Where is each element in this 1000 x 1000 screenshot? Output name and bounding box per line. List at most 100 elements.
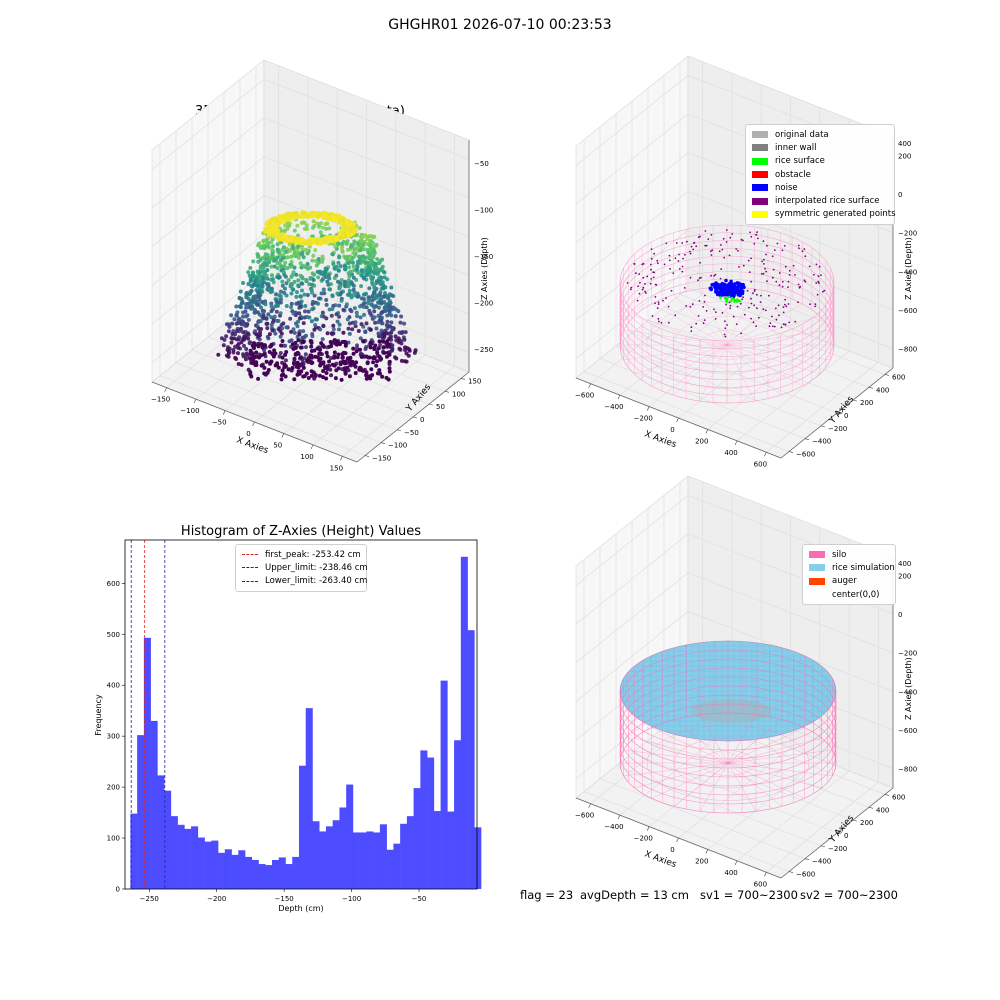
x-tick-label: 0 bbox=[670, 846, 674, 854]
legend-label: auger bbox=[832, 576, 857, 587]
y-tick bbox=[788, 871, 794, 873]
z-top-tick-label: 400 bbox=[898, 560, 911, 568]
data-point bbox=[267, 332, 272, 337]
data-point bbox=[245, 301, 250, 306]
data-point bbox=[378, 343, 383, 347]
data-point bbox=[355, 259, 360, 264]
data-point bbox=[403, 345, 407, 350]
data-point bbox=[364, 321, 369, 326]
data-point bbox=[362, 297, 367, 302]
grid-line bbox=[263, 117, 470, 199]
data-point bbox=[251, 259, 256, 264]
grid-line bbox=[263, 79, 470, 160]
status-sv2: sv2 = 700~2300 bbox=[800, 888, 898, 902]
data-point bbox=[308, 276, 313, 281]
data-point bbox=[383, 309, 388, 313]
data-point bbox=[281, 252, 286, 257]
data-point bbox=[349, 309, 354, 314]
data-point bbox=[305, 262, 310, 266]
data-point bbox=[269, 315, 274, 320]
data-point bbox=[289, 291, 294, 296]
grid-line bbox=[151, 233, 265, 325]
data-point bbox=[358, 315, 363, 320]
data-point bbox=[372, 291, 376, 295]
data-point bbox=[274, 300, 279, 305]
data-point bbox=[283, 260, 288, 265]
data-point bbox=[407, 348, 412, 353]
data-point bbox=[389, 285, 394, 290]
data-point bbox=[224, 334, 229, 339]
data-point bbox=[413, 348, 418, 353]
data-point bbox=[292, 228, 297, 233]
data-point bbox=[313, 248, 318, 253]
data-point bbox=[399, 314, 404, 319]
data-point bbox=[291, 270, 296, 275]
data-point bbox=[246, 317, 251, 322]
data-point bbox=[366, 234, 371, 239]
data-point bbox=[320, 259, 325, 264]
data-point bbox=[240, 300, 245, 305]
y-tick bbox=[868, 806, 874, 809]
data-point bbox=[357, 226, 362, 231]
data-point bbox=[307, 244, 312, 249]
data-point bbox=[248, 266, 253, 270]
data-point bbox=[314, 317, 319, 322]
data-point bbox=[287, 242, 292, 247]
data-point bbox=[244, 357, 248, 362]
x-tick bbox=[676, 837, 679, 843]
data-point bbox=[377, 292, 382, 297]
data-point bbox=[303, 304, 308, 308]
data-point bbox=[283, 358, 288, 363]
y-tick bbox=[884, 794, 890, 796]
data-point bbox=[264, 316, 269, 321]
data-point bbox=[256, 253, 261, 258]
data-point bbox=[351, 283, 356, 288]
data-point bbox=[300, 252, 305, 257]
legend-swatch bbox=[809, 591, 825, 598]
data-point bbox=[246, 282, 251, 286]
data-point bbox=[274, 309, 279, 314]
data-point bbox=[310, 225, 315, 230]
data-point bbox=[235, 321, 240, 326]
data-point bbox=[319, 234, 324, 238]
legend-label: silo bbox=[832, 549, 847, 560]
x-tick bbox=[764, 872, 767, 877]
x-tick bbox=[734, 860, 738, 865]
grid-line bbox=[342, 366, 455, 457]
data-point bbox=[350, 327, 355, 332]
data-point bbox=[345, 317, 350, 322]
data-point bbox=[226, 345, 230, 350]
data-point bbox=[352, 306, 357, 311]
data-point bbox=[281, 245, 286, 250]
x-tick bbox=[617, 815, 621, 820]
z-tick-label: −800 bbox=[898, 766, 917, 774]
data-point bbox=[327, 226, 332, 231]
data-point bbox=[264, 262, 269, 267]
data-point bbox=[286, 278, 291, 283]
grid-line bbox=[283, 343, 396, 434]
data-point bbox=[231, 348, 236, 352]
legend-entry: silo bbox=[809, 548, 889, 561]
data-point bbox=[353, 320, 358, 325]
data-point bbox=[331, 323, 336, 328]
data-point bbox=[338, 284, 343, 289]
data-point bbox=[345, 247, 350, 252]
rice-dip bbox=[691, 699, 771, 723]
data-point bbox=[361, 255, 366, 260]
data-point bbox=[349, 295, 354, 300]
data-point bbox=[290, 282, 294, 287]
data-point bbox=[244, 351, 249, 356]
data-point bbox=[346, 284, 351, 289]
data-point bbox=[252, 310, 257, 315]
x-tick-label: −200 bbox=[634, 835, 653, 843]
data-point bbox=[306, 309, 311, 314]
data-point bbox=[349, 280, 354, 285]
data-point bbox=[402, 337, 407, 342]
z-tick-label: −200 bbox=[898, 650, 917, 658]
z-tick-label: −600 bbox=[898, 727, 917, 735]
data-point bbox=[235, 329, 239, 333]
figure-title: GHGHR01 2026-07-10 00:23:53 bbox=[388, 17, 612, 33]
y-tick-label: 600 bbox=[892, 793, 905, 801]
data-point bbox=[343, 256, 348, 260]
